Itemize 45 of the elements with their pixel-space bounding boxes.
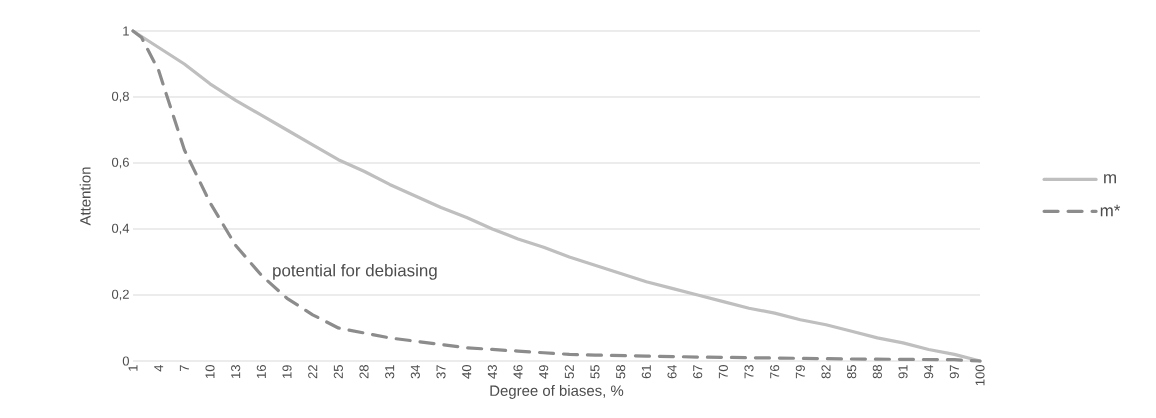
x-tick-label: 7 xyxy=(179,365,189,372)
x-tick-label: 91 xyxy=(898,365,908,379)
y-tick-label: 0 xyxy=(122,356,129,366)
y-tick-label: 0,2 xyxy=(111,289,129,301)
x-tick-label: 76 xyxy=(770,365,780,379)
legend-label: m* xyxy=(1100,204,1121,217)
x-tick-label: 52 xyxy=(564,365,574,379)
y-tick-label: 0,4 xyxy=(111,223,130,235)
x-tick-label: 37 xyxy=(436,365,446,379)
x-axis-title: Degree of biases, % xyxy=(490,384,624,399)
annotation: potential for debiasing xyxy=(273,264,437,280)
x-tick-label: 73 xyxy=(744,365,754,379)
x-tick-label: 55 xyxy=(590,365,600,379)
x-tick-label: 79 xyxy=(795,365,805,379)
legend-label: m xyxy=(1104,174,1116,184)
x-tick-label: 19 xyxy=(282,365,292,378)
x-tick-label: 13 xyxy=(231,365,241,378)
x-tick-label: 61 xyxy=(641,365,651,379)
x-tick-label: 46 xyxy=(513,365,523,379)
x-tick-label: 43 xyxy=(487,365,497,379)
y-tick-label: 0,6 xyxy=(111,157,129,169)
x-tick-label: 40 xyxy=(462,365,472,379)
x-tick-label: 34 xyxy=(410,364,420,379)
x-tick-label: 64 xyxy=(667,364,677,379)
x-tick-label: 4 xyxy=(154,364,164,372)
x-tick-label: 70 xyxy=(718,365,728,379)
x-tick-label: 58 xyxy=(616,365,626,379)
x-tick-label: 49 xyxy=(539,365,549,379)
x-tick-label: 85 xyxy=(847,365,857,379)
x-tick-label: 82 xyxy=(821,365,831,379)
y-axis-title: Attention xyxy=(79,167,91,226)
x-tick-label: 22 xyxy=(308,365,318,379)
x-tick-label: 10 xyxy=(205,365,215,378)
x-tick-label: 100 xyxy=(975,365,985,386)
x-tick-label: 88 xyxy=(872,365,882,379)
x-tick-label: 28 xyxy=(359,365,369,379)
x-tick-label: 97 xyxy=(949,365,959,379)
x-tick-label: 1 xyxy=(128,365,138,371)
x-tick-label: 67 xyxy=(693,365,703,379)
y-tick-label: 0,8 xyxy=(111,91,129,103)
x-tick-label: 94 xyxy=(924,364,934,379)
x-tick-label: 31 xyxy=(385,365,395,379)
y-tick-label: 1 xyxy=(123,26,129,36)
x-tick-label: 25 xyxy=(333,365,343,379)
x-tick-label: 16 xyxy=(256,365,266,378)
